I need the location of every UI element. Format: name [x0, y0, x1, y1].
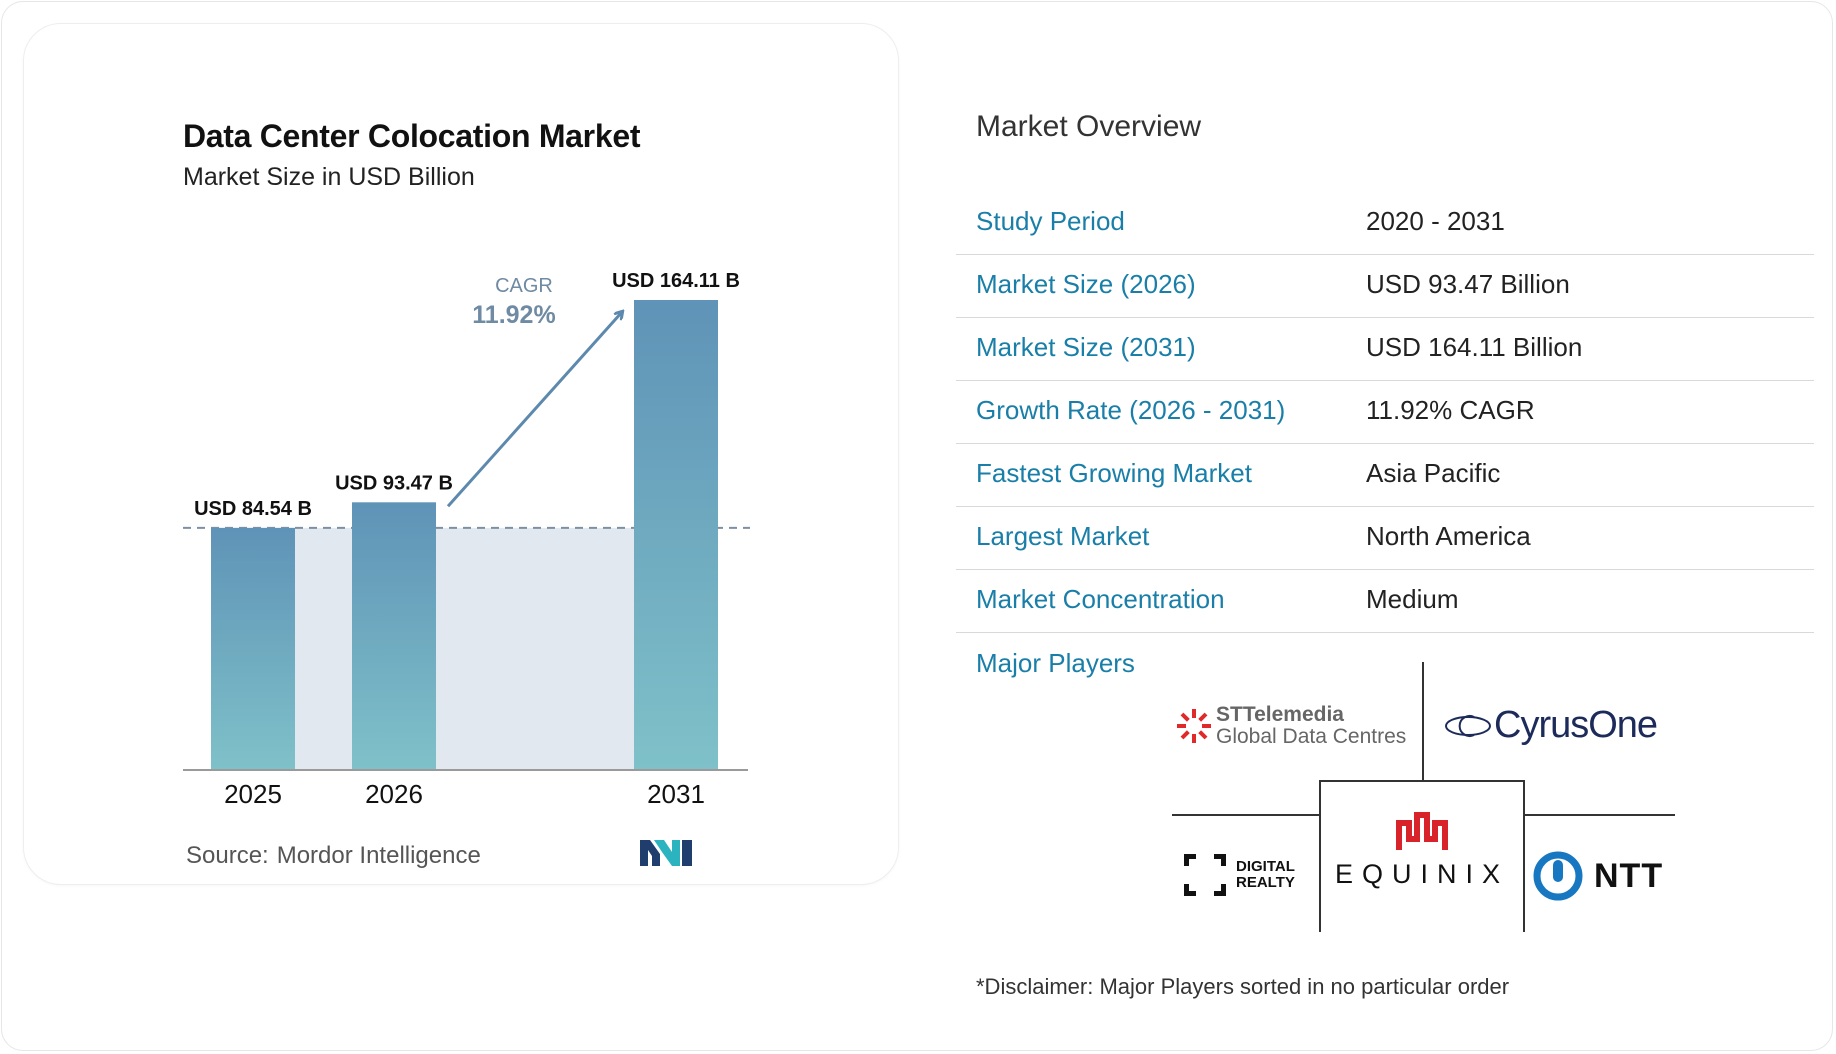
overview-label: Fastest Growing Market — [976, 458, 1252, 488]
overview-value: 2020 - 2031 — [1366, 206, 1505, 236]
bar-value-label: USD 93.47 B — [335, 472, 453, 494]
equinix-logo: EQUINIX — [1320, 810, 1524, 890]
overview-label: Market Concentration — [976, 584, 1225, 614]
major-players-title: Major Players — [976, 648, 1135, 678]
source-value: Mordor Intelligence — [276, 842, 481, 869]
cyrusone-logo: CyrusOne — [1444, 704, 1658, 747]
chart-title: Data Center Colocation Market — [183, 118, 641, 154]
x-tick-label: 2031 — [647, 779, 705, 809]
equinix-mark-icon — [1396, 812, 1448, 850]
chart-subtitle: Market Size in USD Billion — [183, 163, 475, 191]
overview-value: Asia Pacific — [1366, 458, 1501, 488]
overview-label: Market Size (2026) — [976, 269, 1196, 299]
bar — [211, 527, 295, 770]
digital-realty-bracket-icon — [1184, 854, 1226, 896]
cagr-arrow — [446, 312, 622, 508]
overview-row: Fastest Growing Market Asia Pacific — [956, 444, 1814, 507]
overview-label: Largest Market — [976, 521, 1150, 551]
overview-row: Study Period 2020 - 2031 — [956, 192, 1814, 255]
overview-row: Market Size (2026) USD 93.47 Billion — [956, 255, 1814, 318]
major-players-grid: STTelemedia Global Data Centres CyrusOne… — [1172, 662, 1675, 932]
equinix-name: EQUINIX — [1334, 859, 1510, 889]
overview-row: Growth Rate (2026 - 2031) 11.92% CAGR — [956, 381, 1814, 444]
ntt-ring-icon — [1533, 851, 1583, 901]
cyrusone-name: CyrusOne — [1494, 704, 1658, 746]
mordor-logo-icon — [640, 840, 692, 866]
ntt-name: NTT — [1594, 856, 1664, 895]
x-tick-label: 2026 — [365, 779, 423, 809]
disclaimer: *Disclaimer: Major Players sorted in no … — [976, 974, 1510, 999]
overview-row: Largest Market North America — [956, 507, 1814, 570]
divider — [1172, 814, 1320, 816]
cagr-label: CAGR — [495, 275, 553, 297]
overview-value: 11.92% CAGR — [1366, 395, 1535, 425]
divider — [1422, 662, 1424, 780]
overview-table: Study Period 2020 - 2031 Market Size (20… — [956, 192, 1814, 633]
overview-label: Market Size (2031) — [976, 332, 1196, 362]
st-name: STTelemedia — [1216, 703, 1344, 726]
cagr-value: 11.92% — [472, 301, 555, 329]
divider — [1319, 780, 1524, 782]
overview-value: USD 164.11 Billion — [1366, 332, 1583, 362]
source-line: Source: Mordor Intelligence — [186, 842, 481, 870]
divider — [1523, 780, 1525, 932]
overview-title: Market Overview — [976, 110, 1202, 143]
st-burst-icon — [1177, 709, 1211, 743]
divider — [1319, 780, 1321, 932]
overview-row: Market Concentration Medium — [956, 570, 1814, 633]
ntt-logo: NTT — [1532, 850, 1663, 902]
source-label: Source: — [186, 842, 269, 869]
bar — [634, 300, 718, 770]
overview-label: Study Period — [976, 206, 1125, 236]
st-subtitle: Global Data Centres — [1216, 725, 1407, 748]
divider — [1524, 814, 1675, 816]
overview-value: Medium — [1366, 584, 1459, 614]
bar-value-label: USD 164.11 B — [612, 270, 740, 292]
bar-chart: USD 84.54 B 2025 USD 93.47 B 2026 USD 164.11… — [183, 270, 750, 809]
digital-realty-line2: REALTY — [1236, 874, 1295, 891]
digital-realty-logo: DIGITAL REALTY — [1184, 854, 1295, 896]
digital-realty-line1: DIGITAL — [1236, 858, 1295, 875]
overview-row: Market Size (2031) USD 164.11 Billion — [956, 318, 1814, 381]
x-tick-label: 2025 — [224, 779, 282, 809]
cyrusone-orbit-icon — [1445, 714, 1491, 737]
overview-label: Growth Rate (2026 - 2031) — [976, 395, 1286, 425]
bar — [352, 502, 436, 770]
overview-value: USD 93.47 Billion — [1366, 269, 1570, 299]
overview-value: North America — [1366, 521, 1531, 551]
st-telemedia-logo: STTelemedia Global Data Centres — [1176, 704, 1406, 748]
bar-value-label: USD 84.54 B — [194, 498, 312, 520]
